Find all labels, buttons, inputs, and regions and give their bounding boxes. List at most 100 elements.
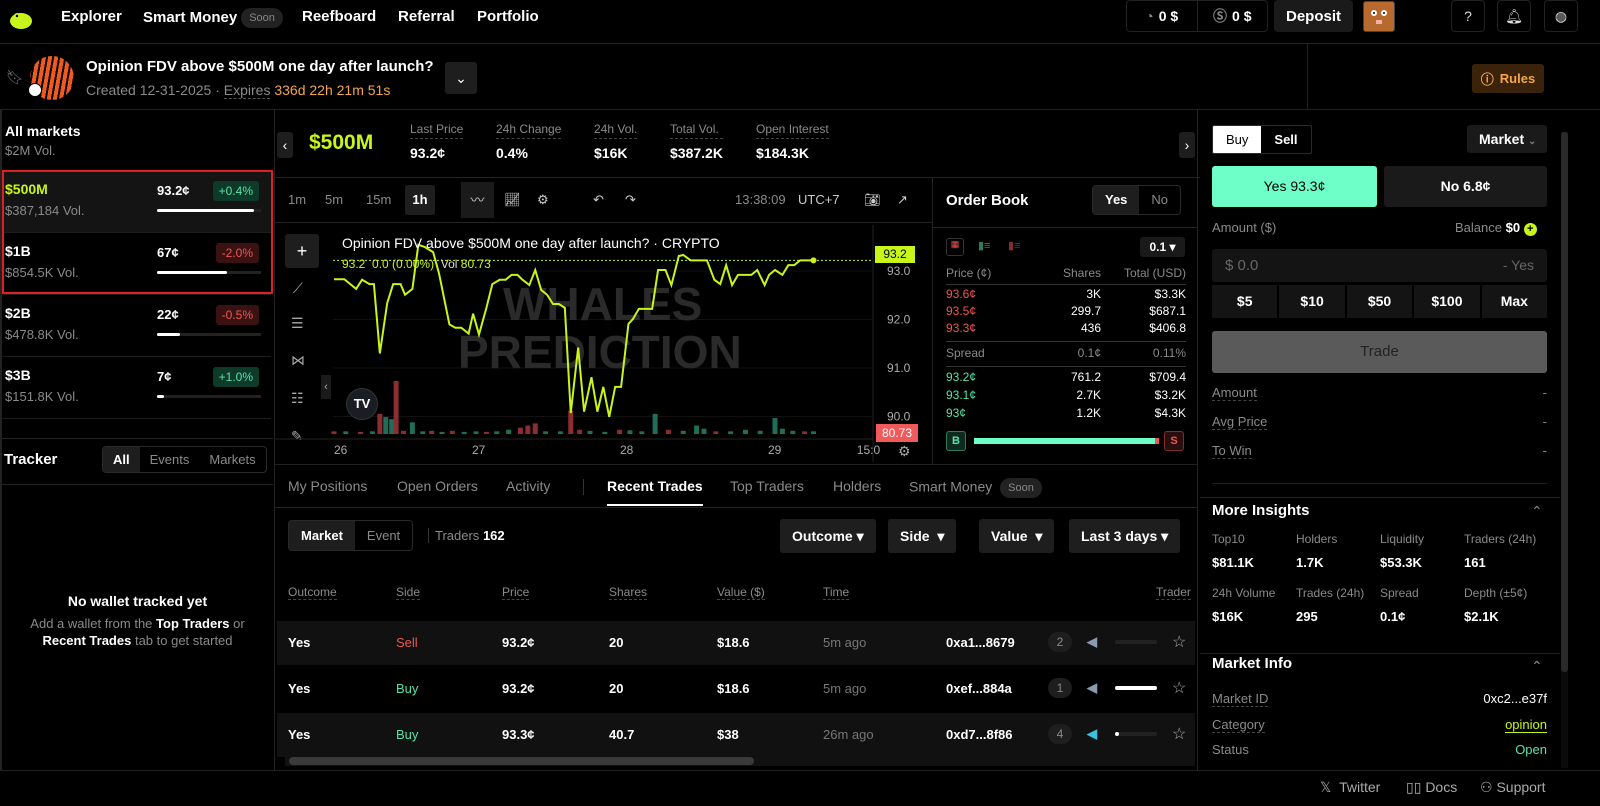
- col-time[interactable]: Time: [823, 585, 850, 600]
- support-link[interactable]: ⚇ Support: [1480, 779, 1546, 796]
- fib-lines-icon[interactable]: ☰: [291, 315, 304, 331]
- line-chart-icon[interactable]: 〰: [461, 182, 494, 218]
- pattern-icon[interactable]: ⋈: [291, 352, 305, 368]
- ask-row[interactable]: 93.3¢ 436 $406.8: [946, 321, 1186, 337]
- tracker-filter-events[interactable]: Events: [149, 452, 190, 467]
- trendline-icon[interactable]: ⟋: [293, 280, 303, 296]
- bell-icon[interactable]: 🔔︎: [1497, 0, 1531, 32]
- orderbook-yes[interactable]: Yes: [1093, 186, 1140, 214]
- interval-1m[interactable]: 1m: [288, 192, 307, 207]
- market-item[interactable]: $3B $151.8K Vol. 7¢ +1.0%: [3, 357, 271, 419]
- add-funds-icon[interactable]: +: [1523, 223, 1537, 236]
- tab-holders[interactable]: Holders: [833, 478, 882, 494]
- collapse-drawing-tools[interactable]: ‹: [321, 375, 331, 399]
- interval-15m[interactable]: 15m: [366, 192, 392, 207]
- nav-referral[interactable]: Referral: [398, 8, 455, 25]
- col-side[interactable]: Side: [396, 585, 421, 600]
- market-item[interactable]: $2B $478.8K Vol. 22¢ -0.5%: [3, 295, 271, 357]
- no-outcome-button[interactable]: No 6.8¢: [1384, 166, 1547, 207]
- collapse-insights-icon[interactable]: ⌃: [1531, 503, 1543, 519]
- help-icon[interactable]: ?: [1451, 0, 1485, 32]
- interval-1h[interactable]: 1h: [405, 185, 435, 215]
- redo-icon[interactable]: ↷: [625, 192, 636, 207]
- rules-button[interactable]: ⓘ Rules: [1472, 64, 1544, 93]
- table-horizontal-scrollbar[interactable]: [285, 756, 1195, 766]
- twitter-link[interactable]: 𝕏 Twitter: [1320, 779, 1380, 796]
- col-trader[interactable]: Trader: [1156, 585, 1191, 600]
- market-item[interactable]: $500M $387,184 Vol. 93.2¢ +0.4%: [3, 171, 271, 233]
- chart-settings-icon[interactable]: ⚙: [898, 443, 911, 459]
- globe-icon[interactable]: ◍: [1544, 0, 1578, 32]
- top-traders-link[interactable]: Top Traders: [156, 616, 230, 631]
- tab-activity[interactable]: Activity: [506, 478, 551, 494]
- nav-smart-money[interactable]: Smart Money Soon: [143, 8, 283, 28]
- view-bids-icon[interactable]: ▮≡: [978, 240, 991, 252]
- nav-reefboard[interactable]: Reefboard: [302, 8, 377, 25]
- recent-trades-link[interactable]: Recent Trades: [42, 633, 132, 648]
- deposit-button[interactable]: Deposit: [1274, 0, 1353, 32]
- bid-row[interactable]: 93.1¢ 2.7K $3.2K: [946, 388, 1186, 404]
- ask-row[interactable]: 93.5¢ 299.7 $687.1: [946, 304, 1186, 320]
- trade-button[interactable]: Trade: [1212, 331, 1547, 373]
- quick-50[interactable]: $50: [1346, 285, 1413, 318]
- yes-outcome-button[interactable]: Yes 93.3¢: [1212, 166, 1377, 207]
- next-market-button[interactable]: ›: [1179, 132, 1195, 158]
- cell-trader[interactable]: 0xd7...8f86: [946, 727, 1013, 742]
- camera-icon[interactable]: 📷︎: [864, 192, 881, 207]
- star-icon[interactable]: ☆: [1172, 680, 1187, 697]
- star-icon[interactable]: ☆: [1172, 634, 1187, 651]
- view-asks-icon[interactable]: ▮≡: [1008, 240, 1021, 252]
- bid-row[interactable]: 93.2¢ 761.2 $709.4: [946, 370, 1186, 386]
- amount-input[interactable]: $ 0.0 - Yes: [1212, 249, 1547, 282]
- value-filter[interactable]: Value ▾: [979, 519, 1055, 553]
- docs-link[interactable]: ▯▯ Docs: [1406, 779, 1457, 796]
- quick-100[interactable]: $100: [1414, 285, 1480, 318]
- col-value[interactable]: Value ($): [717, 585, 765, 600]
- quick-5[interactable]: $5: [1212, 285, 1278, 318]
- tracker-filter-all[interactable]: All: [103, 447, 140, 472]
- brush-icon[interactable]: ✎: [291, 428, 303, 444]
- scope-market[interactable]: Market: [289, 521, 355, 550]
- forecast-icon[interactable]: ☷: [291, 390, 304, 406]
- col-outcome[interactable]: Outcome: [288, 585, 337, 600]
- nav-explorer[interactable]: Explorer: [61, 8, 122, 25]
- tradingview-logo[interactable]: TV: [346, 388, 378, 420]
- chart-timezone[interactable]: UTC+7: [798, 192, 840, 207]
- col-price[interactable]: Price: [502, 585, 530, 600]
- right-panel-scrollbar[interactable]: [1561, 132, 1568, 768]
- collapse-market-info-icon[interactable]: ⌃: [1531, 658, 1543, 674]
- outcome-filter[interactable]: Outcome ▾: [780, 519, 876, 553]
- sell-tab[interactable]: Sell: [1274, 132, 1298, 147]
- popout-icon[interactable]: ↗: [897, 192, 908, 207]
- market-item[interactable]: $1B $854.5K Vol. 67¢ -2.0%: [3, 233, 271, 295]
- cell-trader[interactable]: 0xa1...8679: [946, 635, 1015, 650]
- bid-row[interactable]: 93¢ 1.2K $4.3K: [946, 406, 1186, 422]
- table-row[interactable]: Yes Buy 93.2¢ 20 $18.6 5m ago 0xef...884…: [277, 667, 1195, 711]
- prev-market-button[interactable]: ‹: [277, 132, 293, 158]
- time-range-filter[interactable]: Last 3 days ▾: [1069, 519, 1181, 553]
- side-filter[interactable]: Side ▾: [888, 519, 957, 553]
- undo-icon[interactable]: ↶: [593, 192, 604, 207]
- order-type-select[interactable]: Market ⌄: [1467, 125, 1547, 153]
- ask-row[interactable]: 93.6¢ 3K $3.3K: [946, 287, 1186, 303]
- market-id-value[interactable]: 0xc2...e37f: [1483, 691, 1547, 706]
- tick-size-select[interactable]: 0.1 ▾: [1140, 237, 1185, 257]
- buy-tab[interactable]: Buy: [1213, 126, 1262, 153]
- quick-max[interactable]: Max: [1481, 285, 1548, 318]
- tab-open-orders[interactable]: Open Orders: [397, 478, 478, 494]
- star-icon[interactable]: ☆: [1172, 726, 1187, 743]
- crosshair-icon[interactable]: +: [285, 234, 319, 268]
- view-both-icon[interactable]: ▦: [946, 238, 964, 256]
- table-row[interactable]: Yes Sell 93.2¢ 20 $18.6 5m ago 0xa1...86…: [277, 621, 1195, 665]
- chevron-down-icon[interactable]: ⌄: [445, 62, 477, 94]
- scope-event[interactable]: Event: [366, 528, 401, 543]
- cell-trader[interactable]: 0xef...884a: [946, 681, 1012, 696]
- tab-smart-money[interactable]: Smart Money Soon: [909, 478, 1042, 498]
- interval-5m[interactable]: 5m: [325, 192, 344, 207]
- indicators-icon[interactable]: 📈︎: [504, 192, 521, 207]
- col-shares[interactable]: Shares: [609, 585, 648, 600]
- tab-top-traders[interactable]: Top Traders: [730, 478, 804, 494]
- nav-portfolio[interactable]: Portfolio: [477, 8, 539, 25]
- tracker-filter-markets[interactable]: Markets: [209, 452, 256, 467]
